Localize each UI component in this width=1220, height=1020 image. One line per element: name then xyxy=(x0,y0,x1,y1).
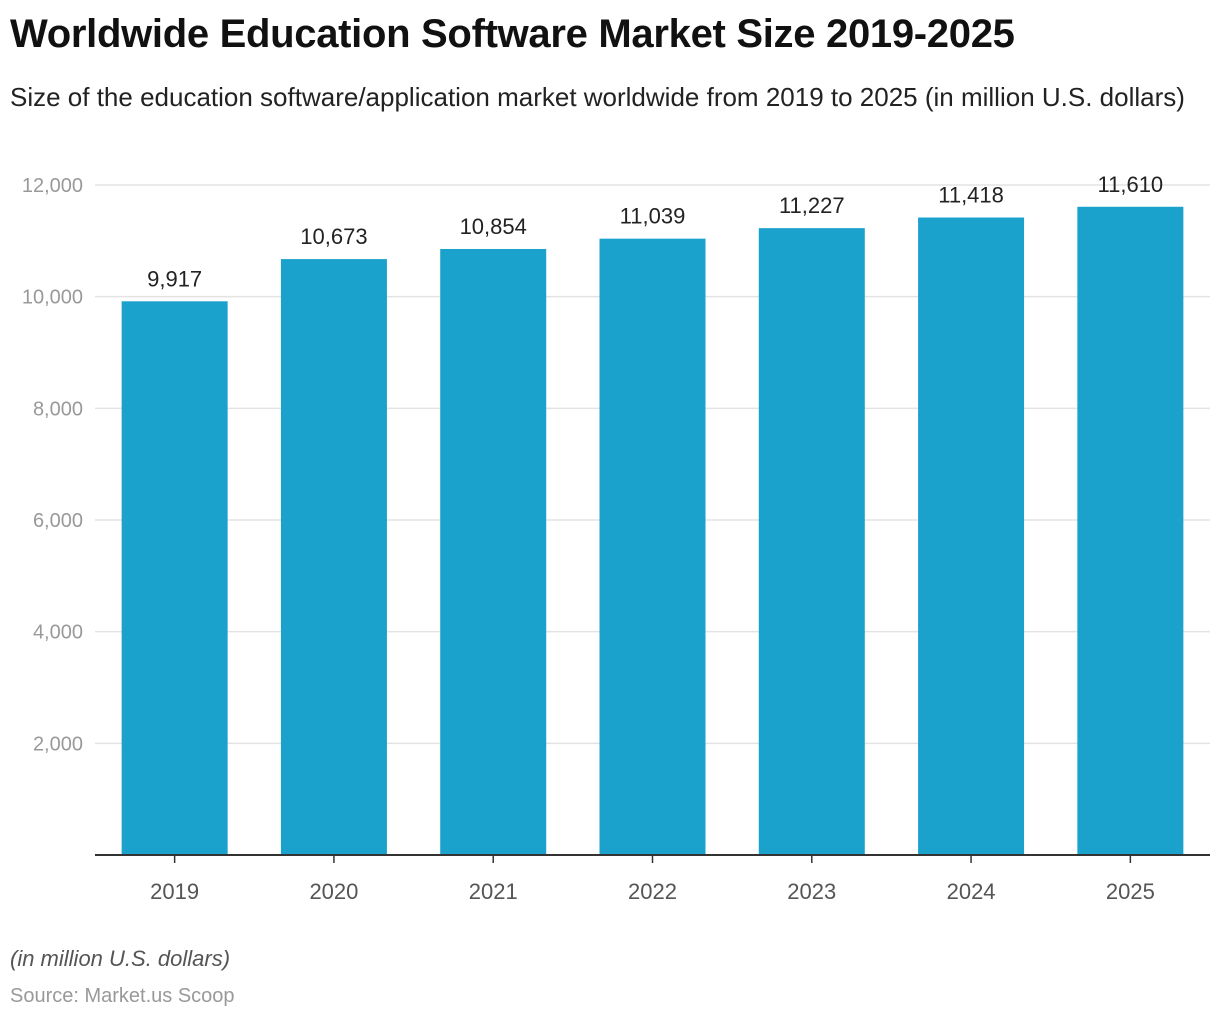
bar xyxy=(918,217,1025,855)
data-label: 11,418 xyxy=(938,182,1004,207)
data-label: 10,854 xyxy=(460,214,527,239)
bar xyxy=(440,248,547,856)
bar xyxy=(758,228,865,855)
source-note: Source: Market.us Scoop xyxy=(10,985,235,1007)
x-tick-label: 2020 xyxy=(309,879,358,904)
bar xyxy=(121,301,228,855)
y-tick-label: 6,000 xyxy=(33,510,83,532)
bar xyxy=(599,238,706,856)
data-label: 10,673 xyxy=(300,224,367,249)
x-tick-label: 2022 xyxy=(628,879,677,904)
chart-title: Worldwide Education Software Market Size… xyxy=(10,12,1015,56)
y-tick-label: 10,000 xyxy=(22,287,83,309)
x-tick-label: 2019 xyxy=(150,879,199,904)
y-tick-label: 2,000 xyxy=(33,733,83,755)
y-tick-label: 4,000 xyxy=(33,622,83,644)
data-label: 11,039 xyxy=(620,204,686,229)
data-label: 11,227 xyxy=(779,193,845,218)
x-tick-label: 2023 xyxy=(787,879,836,904)
data-label: 9,917 xyxy=(147,266,202,291)
x-tick-label: 2021 xyxy=(469,879,518,904)
x-tick-label: 2025 xyxy=(1106,879,1155,904)
y-tick-label: 12,000 xyxy=(22,175,83,197)
bar xyxy=(1077,206,1184,855)
unit-note: (in million U.S. dollars) xyxy=(10,946,231,971)
chart-subtitle: Size of the education software/applicati… xyxy=(10,82,1185,112)
x-tick-label: 2024 xyxy=(947,879,996,904)
data-label: 11,610 xyxy=(1098,172,1164,197)
y-tick-label: 8,000 xyxy=(33,398,83,420)
bar xyxy=(280,259,387,855)
